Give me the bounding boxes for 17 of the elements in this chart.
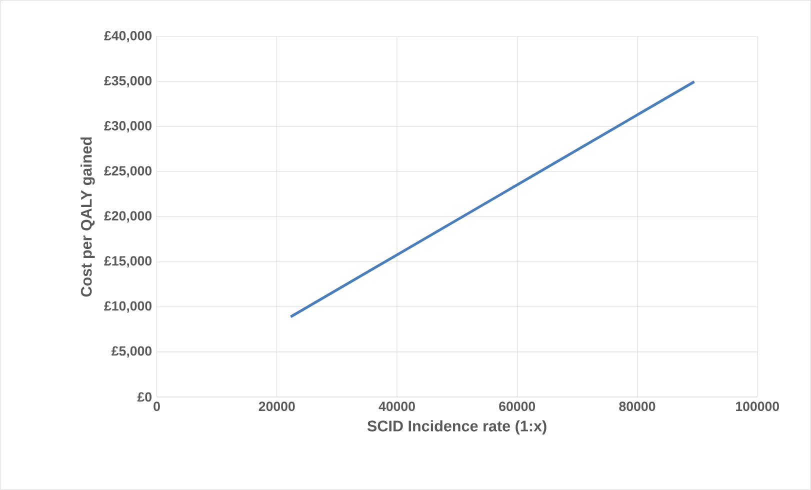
- y-axis-title: Cost per QALY gained: [80, 138, 95, 297]
- y-tick-label: £20,000: [104, 211, 152, 223]
- x-tick-label: 80000: [619, 402, 656, 412]
- x-tick-label: 60000: [499, 402, 536, 412]
- y-tick-label: £40,000: [104, 31, 152, 42]
- y-tick-label: £15,000: [104, 256, 152, 268]
- y-tick-label: £5,000: [112, 346, 152, 358]
- x-tick-label: 40000: [378, 402, 415, 412]
- y-tick-label: £10,000: [104, 301, 152, 313]
- y-tick-label: £35,000: [104, 76, 152, 88]
- x-axis-title: SCID Incidence rate (1:x): [367, 420, 546, 435]
- y-tick-label: £30,000: [104, 121, 152, 133]
- x-tick-label: 100000: [736, 402, 779, 412]
- y-tick-label: £25,000: [104, 166, 152, 178]
- x-tick-label: 20000: [258, 402, 295, 412]
- y-tick-label: £0: [137, 392, 152, 402]
- x-tick-label: 0: [154, 402, 160, 412]
